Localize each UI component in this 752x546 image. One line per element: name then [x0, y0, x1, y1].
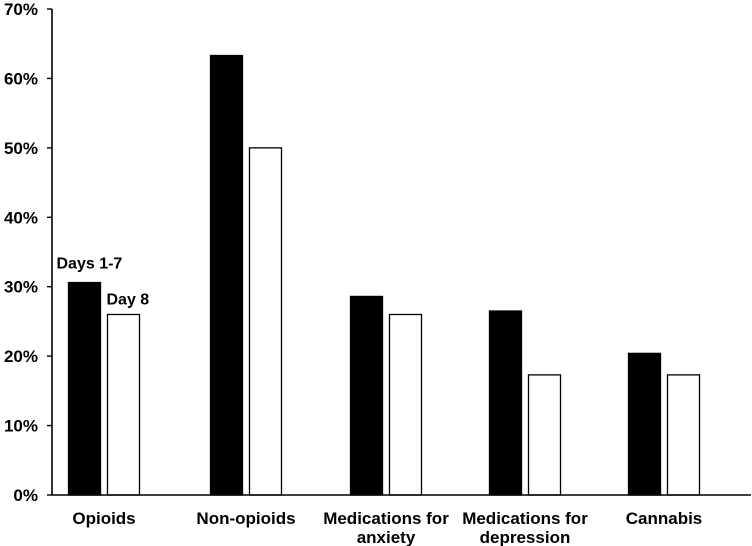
category-label: anxiety: [357, 528, 416, 546]
category-label: depression: [480, 528, 571, 546]
y-axis-ticks: [47, 8, 52, 496]
bar-day-8: [248, 147, 283, 496]
bar-days-1-7: [209, 54, 244, 496]
bar-days-1-7: [349, 295, 384, 496]
bar-day-8: [527, 374, 562, 496]
bar-day-8: [388, 313, 423, 496]
x-axis-category-labels: Opioids Non-opioids Medications foranxiety…: [72, 509, 702, 546]
bar-day-8: [106, 313, 141, 496]
y-tick-label: 70%: [4, 0, 38, 19]
series-label-day-8: Day 8: [107, 291, 150, 308]
bar-days-1-7: [67, 281, 102, 496]
category-label: Medications for: [323, 509, 449, 528]
y-tick-label: 50%: [4, 139, 38, 158]
y-tick-label: 60%: [4, 69, 38, 88]
category-label: Opioids: [72, 509, 135, 528]
bars: [67, 54, 701, 496]
series-label-days-1-7: Days 1-7: [57, 256, 123, 273]
category-label: Cannabis: [626, 509, 703, 528]
y-axis-tick-labels: 0% 10% 20% 30% 40% 50% 60% 70%: [4, 0, 38, 505]
y-tick-label: 10%: [4, 417, 38, 436]
bar-days-1-7: [488, 310, 523, 496]
series-labels: Days 1-7 Day 8: [57, 256, 150, 309]
y-tick-label: 40%: [4, 208, 38, 227]
category-label: Non-opioids: [196, 509, 295, 528]
category-label: Medications for: [462, 509, 588, 528]
bar-day-8: [666, 374, 701, 496]
y-tick-label: 0%: [13, 486, 38, 505]
y-tick-label: 20%: [4, 347, 38, 366]
bar-days-1-7: [627, 352, 662, 496]
y-tick-label: 30%: [4, 278, 38, 297]
